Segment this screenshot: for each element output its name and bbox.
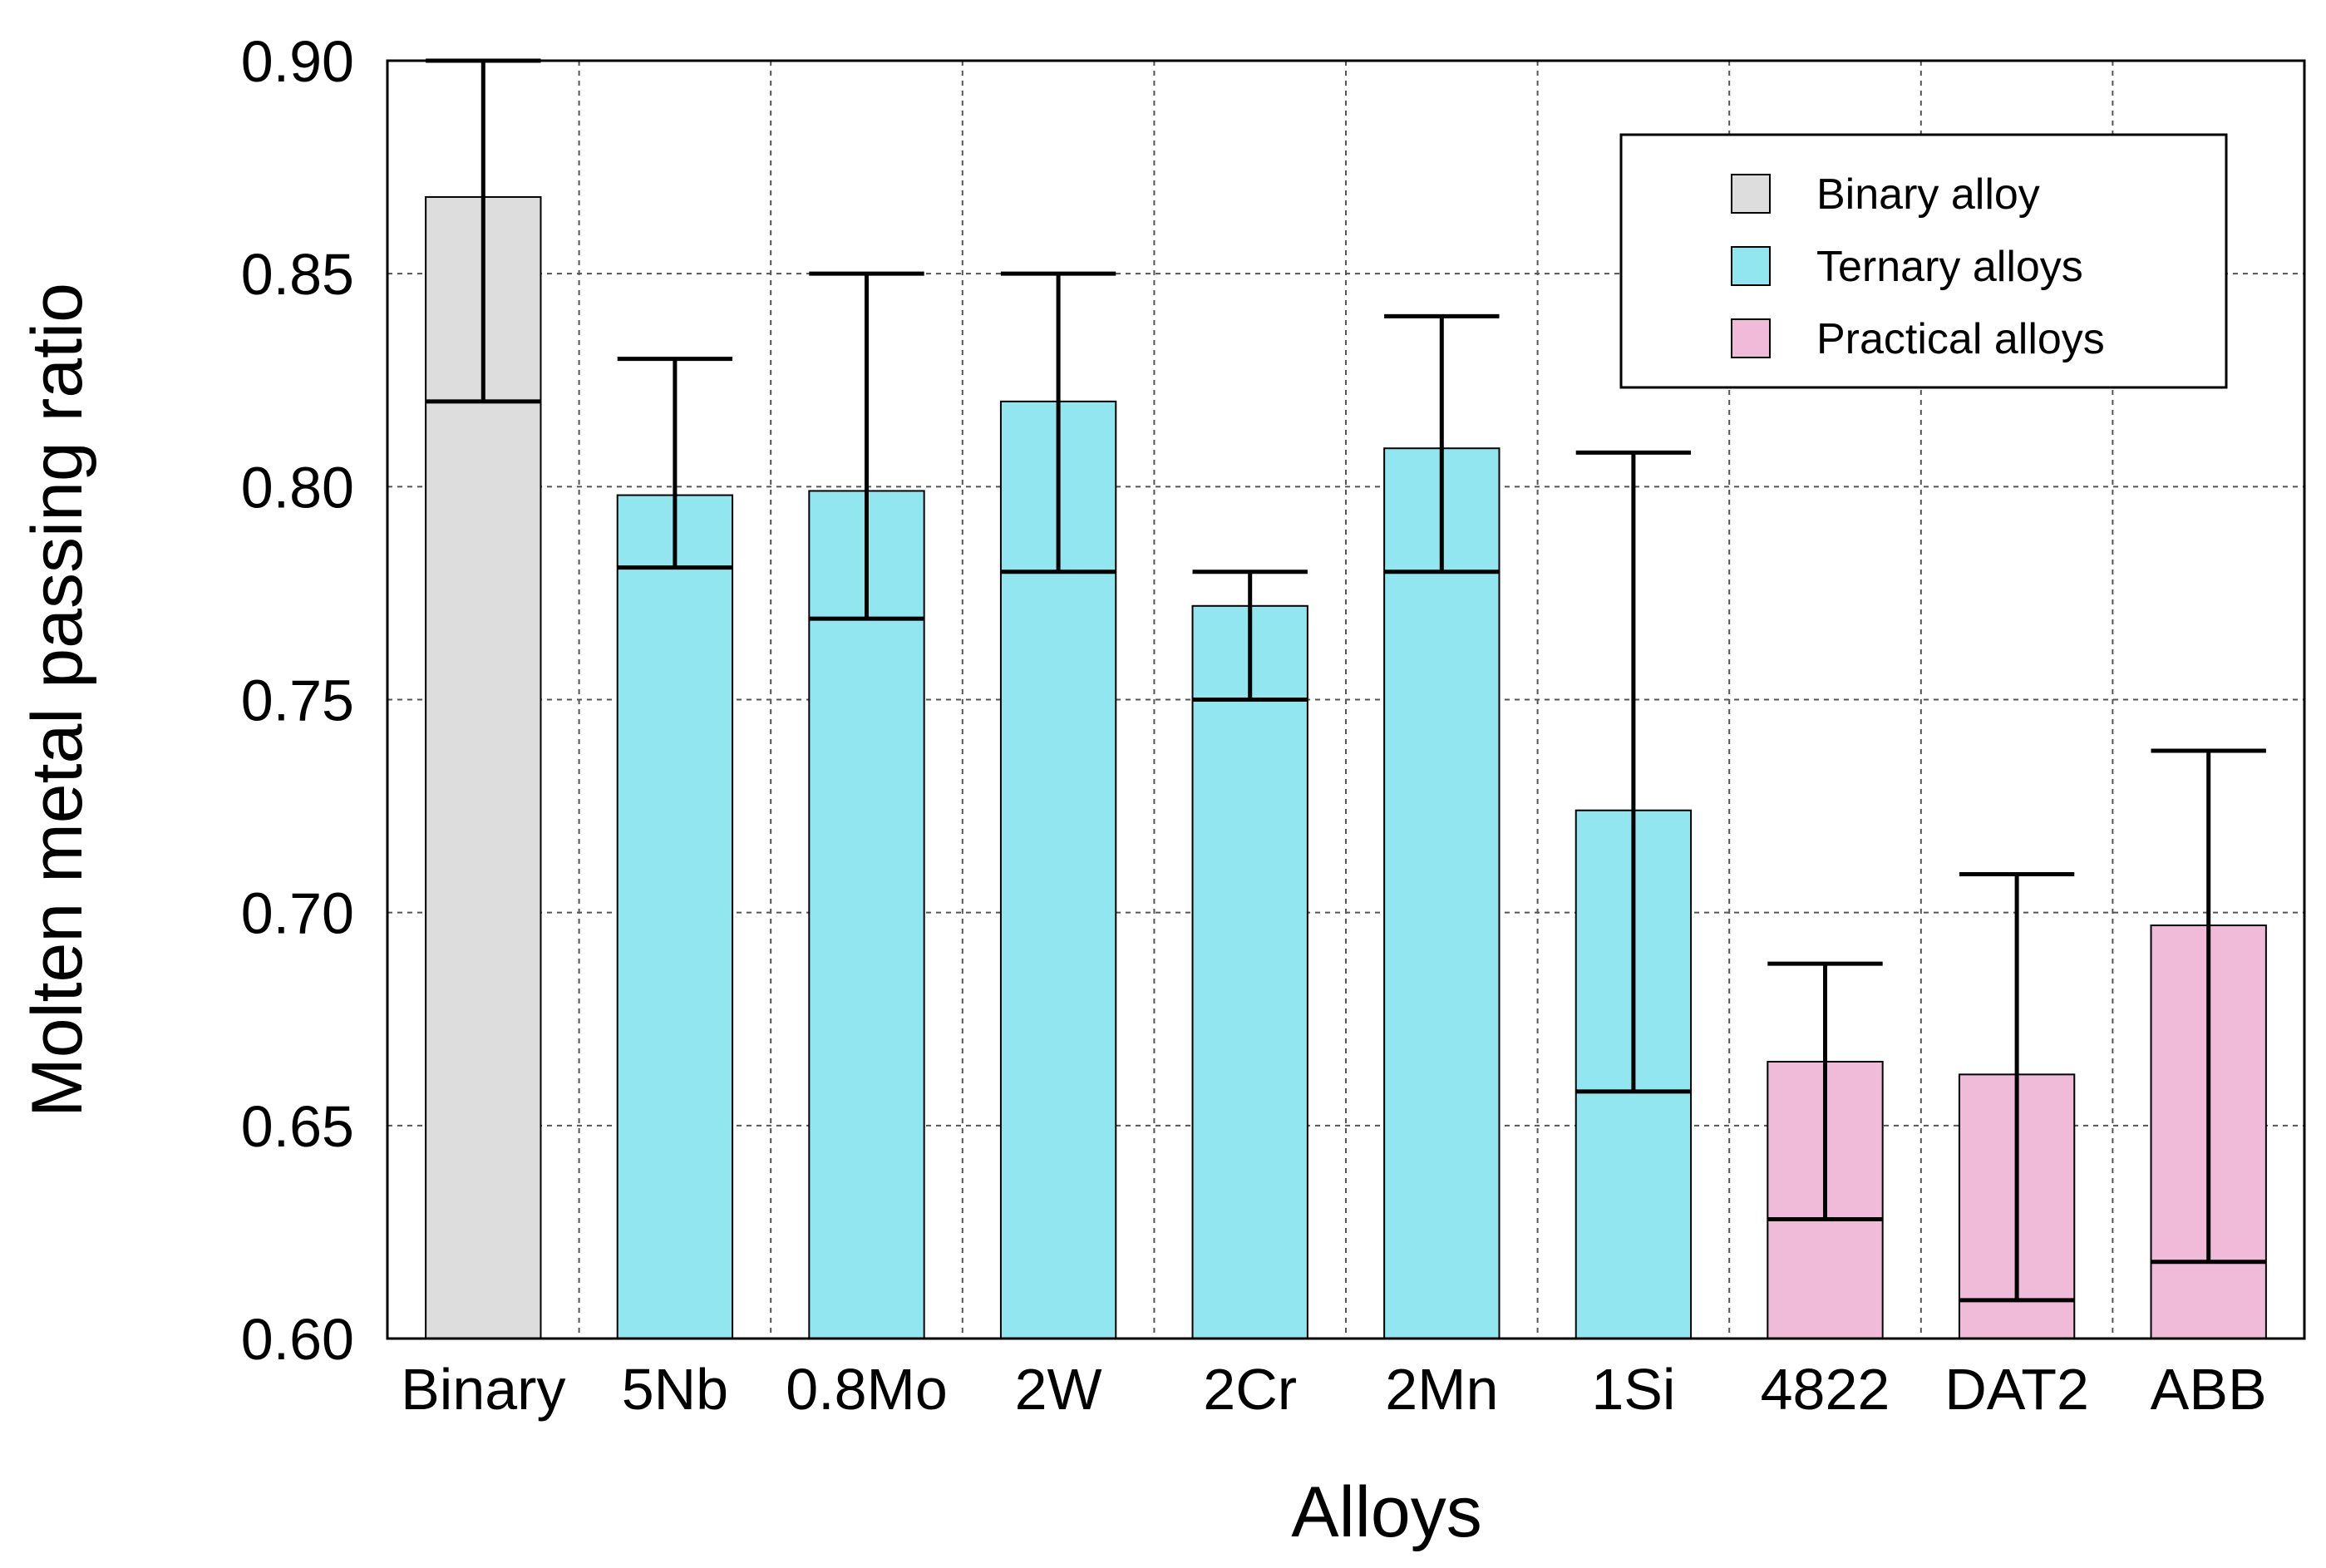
bar-2mn: [1383, 447, 1501, 1339]
x-tick-labels: Binary 5Nb 0.8Mo 2W 2Cr 2Mn 1Si 4822 DAT2 ABB: [401, 1357, 2267, 1422]
x-tick-label: DAT2: [1944, 1357, 2089, 1422]
bar-2cr: [1191, 604, 1308, 1339]
y-tick-labels: 0.60 0.65 0.70 0.75 0.80 0.85 0.90: [241, 29, 354, 1372]
x-tick-label: Binary: [401, 1357, 565, 1422]
y-axis-title: Molten metal passing ratio: [17, 283, 97, 1117]
x-tick-label: 2Mn: [1385, 1357, 1498, 1422]
x-tick-label: 5Nb: [622, 1357, 728, 1422]
y-tick-label: 0.85: [241, 242, 354, 307]
x-tick-label: 2Cr: [1203, 1357, 1297, 1422]
x-tick-label: 0.8Mo: [786, 1357, 948, 1422]
x-tick-label: 1Si: [1591, 1357, 1675, 1422]
legend-swatch: [1731, 246, 1771, 286]
y-tick-label: 0.80: [241, 455, 354, 520]
y-tick-label: 0.60: [241, 1307, 354, 1372]
x-tick-label: 2W: [1015, 1357, 1102, 1422]
y-tick-label: 0.90: [241, 29, 354, 94]
bar-5nb: [616, 494, 734, 1339]
bars: [425, 195, 2267, 1340]
legend-label: Ternary alloys: [1816, 243, 2083, 291]
legend-box: [1619, 133, 2228, 389]
legend-label: Practical alloys: [1816, 315, 2105, 363]
legend-swatch: [1731, 174, 1771, 214]
x-tick-label: ABB: [2151, 1357, 2267, 1422]
plot-frame: [386, 59, 2306, 1340]
y-tick-label: 0.70: [241, 881, 354, 946]
legend-label: Binary alloy: [1816, 170, 2040, 219]
x-axis-title: Alloys: [1291, 1472, 1481, 1552]
y-tick-label: 0.75: [241, 668, 354, 733]
x-tick-label: 4822: [1761, 1357, 1890, 1422]
legend: Binary alloy Ternary alloys Practical allo…: [1619, 133, 2228, 389]
y-tick-label: 0.65: [241, 1094, 354, 1159]
legend-swatch: [1731, 318, 1771, 358]
error-bars: [426, 58, 2266, 1303]
bar-08mo: [808, 490, 925, 1339]
